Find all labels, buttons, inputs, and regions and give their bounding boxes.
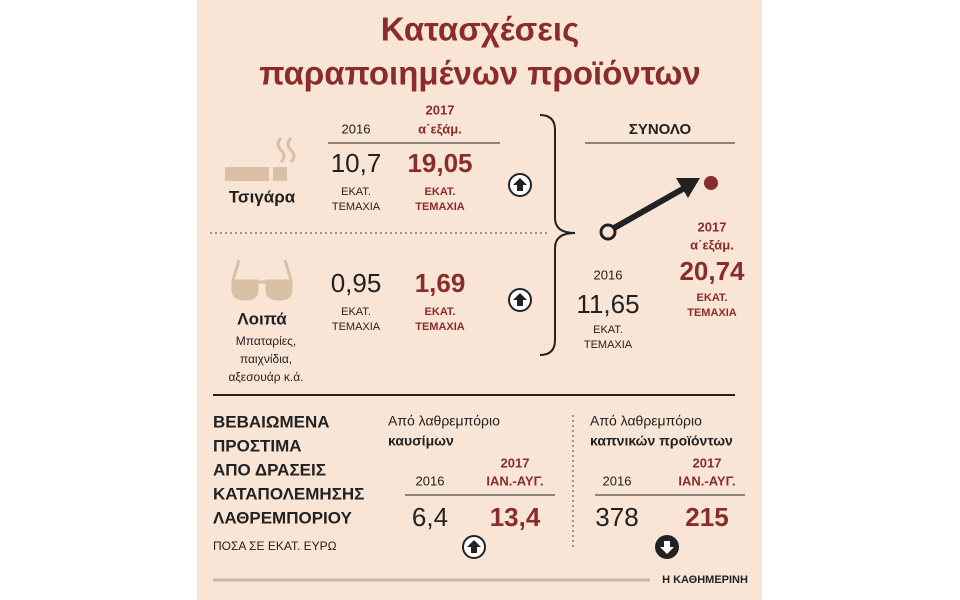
up-icon bbox=[508, 288, 532, 312]
fines-title: ΚΑΤΑΠΟΛΕΜΗΣΗΣ bbox=[213, 484, 364, 503]
brace bbox=[539, 114, 576, 356]
year: ΙΑΝ.-ΑΥΓ. bbox=[678, 473, 735, 488]
value: 20,74 bbox=[679, 256, 745, 286]
unit: ΤΕΜΑΧΙΑ bbox=[415, 201, 465, 213]
fines-note: ΠΟΣΑ ΣΕ ΕΚΑΤ. ΕΥΡΩ bbox=[213, 539, 337, 553]
group-label: καπνικών προϊόντων bbox=[590, 433, 733, 449]
value: 11,65 bbox=[576, 289, 639, 319]
value: 19,05 bbox=[407, 148, 472, 178]
value: 215 bbox=[685, 502, 728, 532]
year: α΄εξάμ. bbox=[690, 237, 734, 252]
column-header: α΄εξάμ. bbox=[418, 121, 462, 136]
unit: ΕΚΑΤ. bbox=[425, 186, 456, 198]
group-label: καυσίμων bbox=[388, 433, 454, 449]
unit: ΕΚΑΤ. bbox=[341, 306, 371, 318]
cigarette-icon bbox=[225, 136, 296, 181]
down-icon bbox=[655, 535, 679, 559]
year: 2016 bbox=[416, 473, 445, 488]
fines-title: ΑΠΟ ΔΡΑΣΕΙΣ bbox=[213, 460, 326, 479]
total-arrow bbox=[599, 176, 718, 241]
group-label: Από λαθρεμπόριο bbox=[388, 413, 500, 429]
column-header: 2016 bbox=[342, 121, 371, 136]
panel bbox=[197, 0, 762, 600]
year: 2017 bbox=[693, 455, 722, 470]
year: 2017 bbox=[501, 455, 530, 470]
unit: ΤΕΜΑΧΙΑ bbox=[687, 307, 737, 319]
unit: ΤΕΜΑΧΙΑ bbox=[415, 321, 465, 333]
year: 2016 bbox=[603, 473, 632, 488]
row-label: Τσιγάρα bbox=[229, 187, 296, 206]
value: 10,7 bbox=[331, 148, 382, 178]
glasses-icon bbox=[231, 259, 293, 301]
value: 6,4 bbox=[412, 502, 448, 532]
up-icon bbox=[462, 535, 486, 559]
unit: ΤΕΜΑΧΙΑ bbox=[332, 201, 381, 213]
unit: ΕΚΑΤ. bbox=[593, 324, 623, 336]
year: 2017 bbox=[698, 219, 727, 234]
row-label: Λοιπά bbox=[237, 309, 287, 328]
fines-title: ΒΕΒΑΙΩΜΕΝΑ bbox=[213, 412, 330, 431]
unit: ΤΕΜΑΧΙΑ bbox=[584, 339, 633, 351]
title: παραποιημένων προϊόντων bbox=[259, 55, 701, 92]
total-title: ΣΥΝΟΛΟ bbox=[629, 121, 692, 138]
value: 13,4 bbox=[490, 502, 541, 532]
unit: ΕΚΑΤ. bbox=[341, 186, 371, 198]
row-note: Μπαταρίες, bbox=[236, 334, 297, 348]
source: Η ΚΑΘΗΜΕΡΙΝΗ bbox=[662, 574, 748, 586]
up-icon bbox=[508, 173, 532, 197]
year: ΙΑΝ.-ΑΥΓ. bbox=[486, 473, 543, 488]
value: 0,95 bbox=[331, 268, 382, 298]
year: 2016 bbox=[594, 267, 623, 282]
title: Κατασχέσεις bbox=[381, 11, 579, 48]
unit: ΕΚΑΤ. bbox=[697, 292, 728, 304]
value: 1,69 bbox=[415, 268, 466, 298]
group-label: Από λαθρεμπόριο bbox=[590, 413, 702, 429]
row-note: αξεσουάρ κ.ά. bbox=[228, 370, 303, 384]
unit: ΕΚΑΤ. bbox=[425, 306, 456, 318]
fines-title: ΠΡΟΣΤΙΜΑ bbox=[213, 436, 302, 455]
value: 378 bbox=[595, 502, 638, 532]
unit: ΤΕΜΑΧΙΑ bbox=[332, 321, 381, 333]
column-header: 2017 bbox=[426, 102, 455, 117]
row-note: παιχνίδια, bbox=[240, 352, 292, 366]
fines-title: ΛΑΘΡΕΜΠΟΡΙΟΥ bbox=[213, 508, 353, 527]
